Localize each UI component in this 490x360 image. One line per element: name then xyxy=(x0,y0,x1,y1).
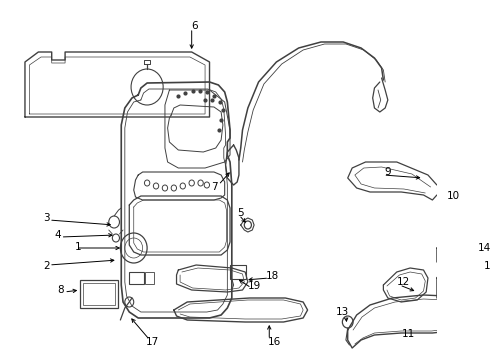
Bar xyxy=(80,280,118,308)
Bar xyxy=(230,265,246,279)
Text: 5: 5 xyxy=(238,208,244,218)
Bar xyxy=(442,198,455,210)
Text: 17: 17 xyxy=(146,337,159,347)
Text: 2: 2 xyxy=(43,261,49,271)
Text: 9: 9 xyxy=(385,167,391,177)
Bar xyxy=(129,272,144,284)
Text: 8: 8 xyxy=(57,285,64,295)
Text: 19: 19 xyxy=(247,281,261,291)
Text: 14: 14 xyxy=(477,243,490,253)
Bar xyxy=(146,272,154,284)
Text: 4: 4 xyxy=(55,230,61,240)
Text: 12: 12 xyxy=(396,277,410,287)
Text: 10: 10 xyxy=(446,191,460,201)
Text: 13: 13 xyxy=(336,307,349,317)
Text: 18: 18 xyxy=(266,271,279,281)
Text: 16: 16 xyxy=(268,337,281,347)
Text: 15: 15 xyxy=(484,261,490,271)
Text: 11: 11 xyxy=(402,329,415,339)
Text: 6: 6 xyxy=(191,21,197,31)
Text: 7: 7 xyxy=(211,182,217,192)
Text: 3: 3 xyxy=(43,213,49,223)
Bar xyxy=(83,283,115,305)
Text: 1: 1 xyxy=(75,242,82,252)
